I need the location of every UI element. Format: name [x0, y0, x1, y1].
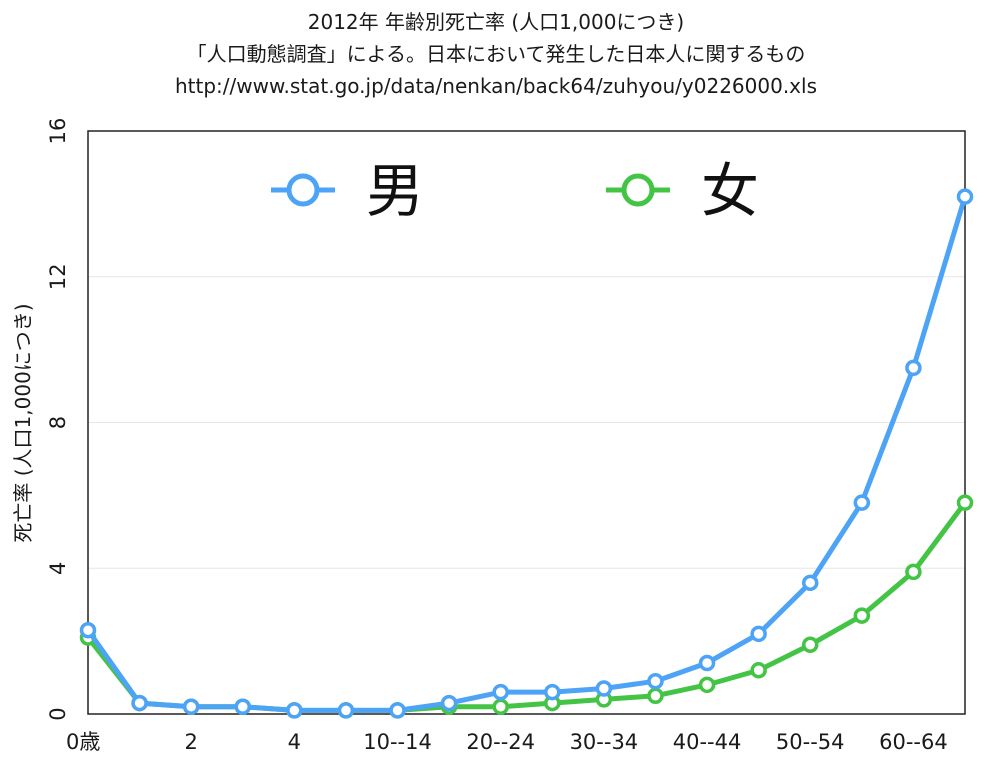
legend-label: 男	[366, 157, 424, 225]
x-tick-label: 50--54	[776, 730, 845, 754]
y-axis-label: 死亡率 (人口1,000につき)	[11, 303, 35, 542]
x-tick-label: 0歳	[66, 730, 100, 754]
data-point	[440, 694, 458, 712]
data-point	[750, 625, 767, 643]
data-point	[647, 687, 664, 705]
y-tick-label: 8	[46, 416, 70, 429]
data-point	[79, 621, 97, 639]
series-0	[79, 188, 974, 719]
chart-title-block: 2012年 年齢別死亡率 (人口1,000につき) 「人口動態調査」による。日本…	[0, 6, 992, 102]
chart-title: 2012年 年齢別死亡率 (人口1,000につき)	[307, 10, 685, 34]
x-tick-label: 10--14	[363, 730, 432, 754]
data-point	[956, 188, 974, 205]
data-point	[801, 574, 819, 592]
y-axis-ticks: 0 4 8 12 16	[46, 118, 70, 721]
data-point	[492, 683, 509, 701]
chart-subtitle: 「人口動態調査」による。日本において発生した日本人に関するもの	[186, 42, 806, 66]
legend-swatch-marker	[621, 173, 655, 207]
data-point	[905, 563, 922, 581]
x-tick-label: 20--24	[466, 730, 535, 754]
data-point	[698, 676, 716, 694]
data-point	[286, 702, 303, 719]
legend: 男女	[271, 157, 759, 225]
series-1	[79, 494, 974, 719]
data-point	[905, 359, 922, 377]
x-tick-label: 2	[184, 730, 197, 754]
y-tick-label: 16	[46, 118, 70, 145]
x-tick-label: 40--44	[673, 730, 742, 754]
data-point	[595, 680, 613, 697]
x-tick-label: 60--64	[879, 730, 948, 754]
data-point	[182, 698, 200, 715]
chart-source-url: http://www.stat.go.jp/data/nenkan/back64…	[175, 74, 817, 98]
y-tick-label: 4	[46, 562, 70, 575]
legend-item-1: 女	[606, 157, 759, 225]
y-tick-label: 12	[46, 263, 70, 290]
series-layer	[79, 188, 974, 719]
x-axis-ticks: 0歳 2 4 10--14 20--24 30--34 40--44 50--54 60--64	[66, 730, 948, 754]
data-point	[337, 702, 355, 719]
data-point	[544, 683, 561, 701]
legend-item-0: 男	[271, 157, 424, 225]
data-point	[956, 494, 974, 511]
data-point	[750, 662, 767, 679]
data-point	[389, 702, 406, 719]
data-point	[647, 672, 664, 690]
legend-label: 女	[701, 157, 759, 225]
legend-swatch-marker	[286, 173, 320, 207]
data-point	[853, 494, 871, 511]
y-tick-label: 0	[46, 707, 70, 720]
series-line	[85, 500, 968, 713]
data-point	[492, 698, 509, 715]
series-line	[85, 194, 968, 713]
data-point	[131, 694, 148, 712]
gridlines	[88, 276, 965, 569]
plot-area	[87, 130, 966, 715]
data-point	[698, 654, 716, 672]
x-tick-label: 4	[288, 730, 301, 754]
x-tick-label: 30--34	[570, 730, 639, 754]
data-point	[801, 636, 819, 654]
data-point	[853, 607, 871, 624]
data-point	[234, 698, 252, 715]
